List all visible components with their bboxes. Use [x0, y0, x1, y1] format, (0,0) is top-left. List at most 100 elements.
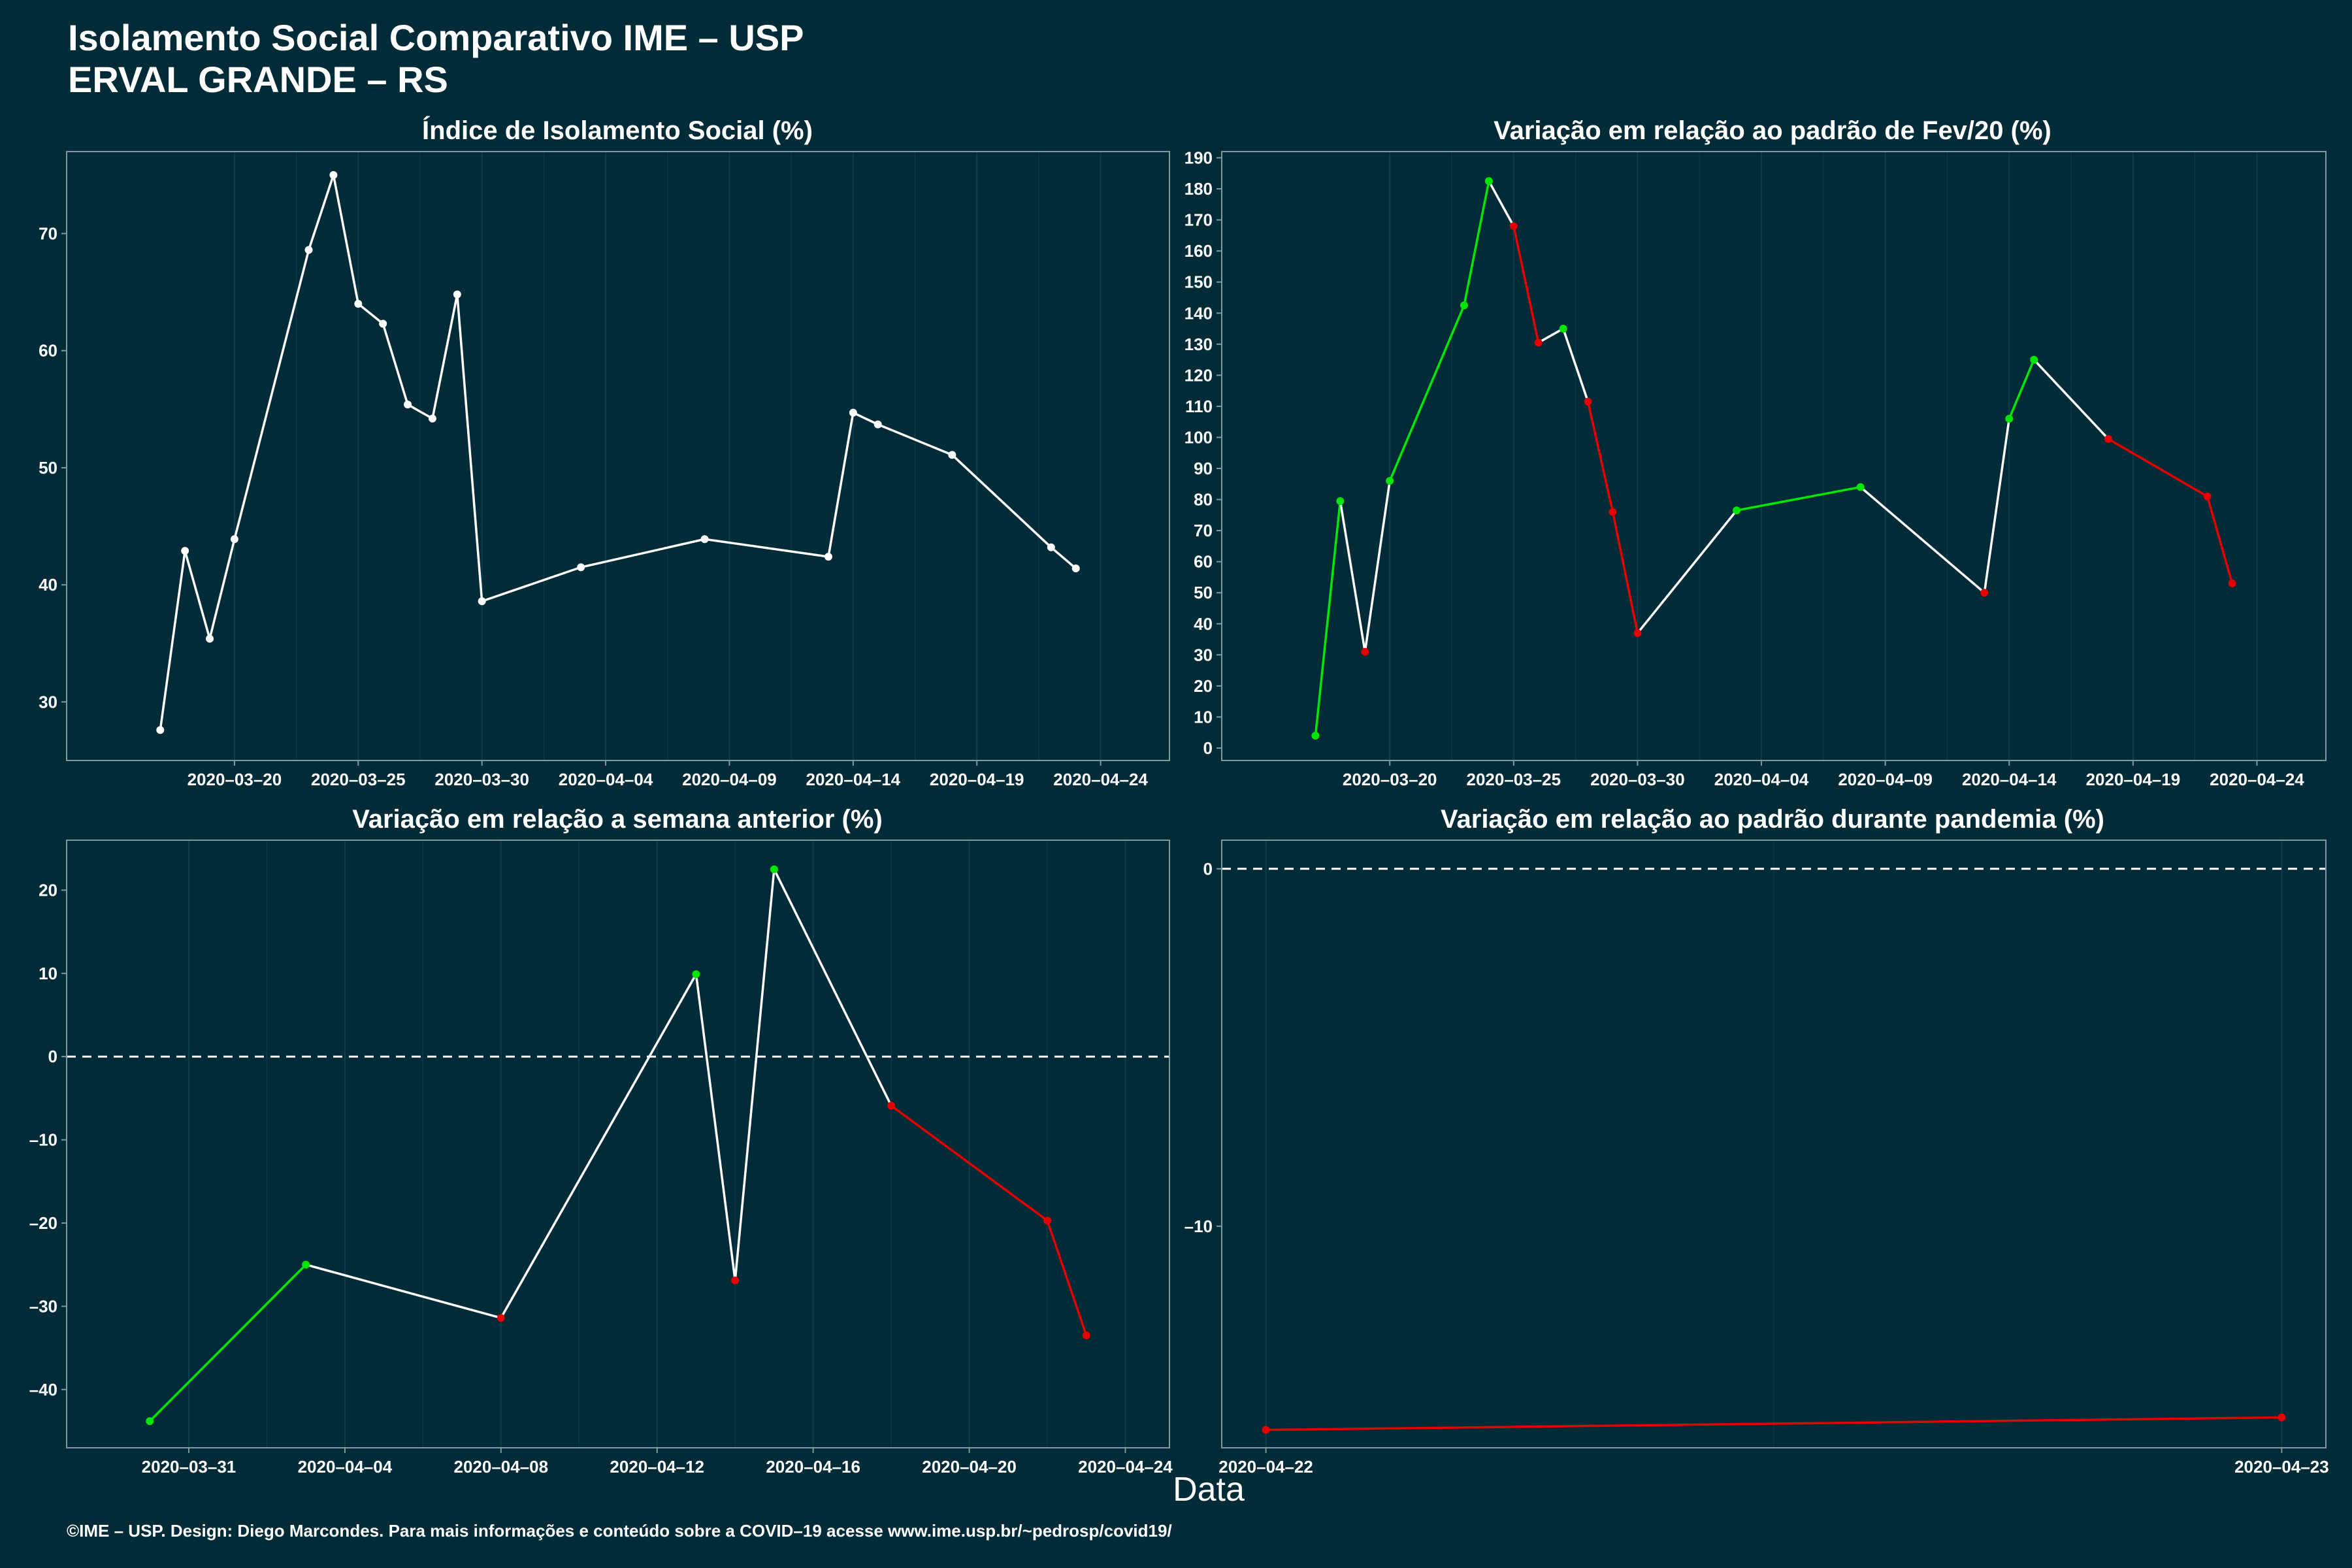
data-point	[770, 865, 778, 874]
figure-title: Isolamento Social Comparativo IME – USP	[68, 17, 804, 58]
y-tick-label: 20	[1194, 676, 1213, 696]
series-segment	[890, 1104, 1049, 1222]
x-tick-label: 2020–04–09	[682, 770, 777, 789]
x-tick-label: 2020–04–04	[298, 1457, 393, 1477]
data-point	[2228, 579, 2236, 587]
series-segment	[1562, 328, 1590, 402]
series-segment	[734, 869, 776, 1281]
series-segment	[1388, 304, 1465, 482]
series-segment	[2206, 496, 2234, 584]
data-point	[302, 1260, 310, 1269]
series-segment	[704, 538, 829, 558]
data-point	[1336, 497, 1345, 505]
x-tick-label: 2020–04–04	[559, 770, 653, 789]
series-segment	[1611, 512, 1639, 634]
data-point	[1082, 1331, 1090, 1340]
series-segment	[1046, 1220, 1088, 1336]
data-point	[354, 300, 363, 308]
series-segment	[1314, 500, 1342, 736]
data-point	[849, 408, 857, 417]
series-segment	[877, 423, 953, 456]
x-tick-label: 2020–04–22	[1218, 1457, 1313, 1477]
series-segment	[431, 294, 459, 419]
data-point	[428, 414, 436, 423]
data-point	[1071, 564, 1080, 573]
data-point	[1047, 543, 1055, 551]
data-point	[1311, 731, 1320, 740]
data-point	[1509, 222, 1518, 231]
x-tick-label: 2020–03–20	[188, 770, 282, 789]
y-tick-label: 190	[1184, 148, 1213, 168]
y-tick-label: 160	[1184, 241, 1213, 261]
data-point	[1584, 397, 1592, 406]
data-point	[1043, 1217, 1052, 1225]
data-point	[453, 290, 461, 299]
data-point	[181, 547, 189, 555]
series-segment	[1512, 225, 1540, 343]
y-tick-label: –10	[1184, 1217, 1213, 1236]
y-tick-label: 0	[1203, 859, 1213, 879]
data-point	[2104, 434, 2112, 443]
y-tick-label: –10	[29, 1130, 57, 1150]
y-tick-label: 100	[1184, 427, 1213, 447]
y-tick-label: 10	[39, 964, 57, 983]
data-point	[2030, 355, 2038, 364]
panel-4-title: Variação em relação ao padrão durante pa…	[1441, 805, 2104, 834]
data-point	[206, 634, 214, 643]
x-tick-label: 2020–04–24	[1053, 770, 1148, 789]
y-tick-label: –30	[29, 1296, 57, 1316]
data-point	[1534, 338, 1543, 347]
data-point	[577, 563, 585, 572]
x-tick-label: 2020–03–20	[1343, 770, 1437, 789]
series-segment	[184, 550, 211, 640]
series-segment	[482, 566, 581, 602]
series-segment	[307, 174, 335, 251]
y-tick-label: 150	[1184, 272, 1213, 292]
series-segment	[1736, 485, 1861, 512]
series-segment	[2108, 438, 2208, 498]
data-point	[824, 553, 832, 561]
y-tick-label: 60	[1194, 552, 1213, 572]
x-tick-label: 2020–03–30	[434, 770, 529, 789]
series-segment	[827, 412, 855, 557]
series-segment	[1537, 327, 1564, 344]
x-tick-label: 2020–04–16	[766, 1457, 860, 1477]
y-tick-label: 70	[1194, 521, 1213, 540]
data-point	[2005, 414, 2014, 423]
y-tick-label: 140	[1184, 303, 1213, 323]
series-segment	[456, 294, 483, 602]
series-segment	[1637, 510, 1738, 634]
series-segment	[159, 550, 186, 730]
data-point	[1361, 647, 1369, 656]
series-segment	[500, 973, 697, 1319]
series-segment	[357, 302, 384, 325]
data-point	[874, 420, 882, 429]
series-segment	[1488, 180, 1515, 227]
data-point	[379, 319, 387, 328]
series-segment	[694, 973, 736, 1281]
series-segment	[1364, 480, 1391, 652]
data-point	[156, 726, 165, 734]
y-tick-label: 50	[39, 458, 57, 478]
y-tick-label: 60	[39, 341, 57, 361]
y-tick-label: 20	[39, 880, 57, 900]
series-segment	[1266, 1416, 2282, 1431]
data-point	[700, 535, 709, 544]
x-tick-label: 2020–04–20	[922, 1457, 1017, 1477]
panel-border	[1221, 151, 2327, 761]
series-segment	[580, 538, 705, 568]
x-tick-label: 2020–03–25	[1467, 770, 1561, 789]
data-point	[304, 246, 313, 254]
x-axis-label: Data	[1173, 1471, 1245, 1509]
data-point	[887, 1102, 896, 1110]
data-point	[1460, 301, 1468, 310]
series-segment	[305, 1264, 502, 1319]
series-segment	[407, 403, 433, 420]
series-segment	[1339, 500, 1367, 652]
series-segment	[2033, 359, 2110, 440]
series-segment	[951, 453, 1053, 549]
x-tick-label: 2020–04–12	[610, 1457, 704, 1477]
data-point	[1980, 589, 1989, 597]
data-point	[1262, 1426, 1270, 1434]
